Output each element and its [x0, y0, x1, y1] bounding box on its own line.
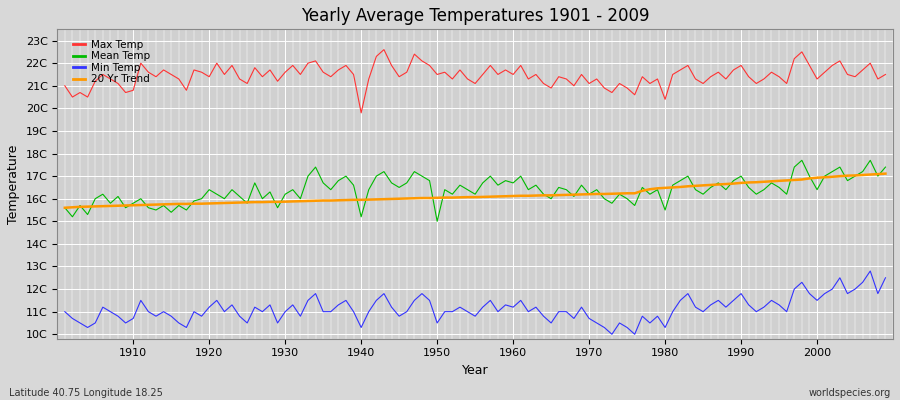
Y-axis label: Temperature: Temperature — [7, 144, 20, 224]
Text: worldspecies.org: worldspecies.org — [809, 388, 891, 398]
Text: Latitude 40.75 Longitude 18.25: Latitude 40.75 Longitude 18.25 — [9, 388, 163, 398]
Legend: Max Temp, Mean Temp, Min Temp, 20 Yr Trend: Max Temp, Mean Temp, Min Temp, 20 Yr Tre… — [71, 38, 152, 86]
X-axis label: Year: Year — [462, 364, 489, 377]
Title: Yearly Average Temperatures 1901 - 2009: Yearly Average Temperatures 1901 - 2009 — [301, 7, 650, 25]
